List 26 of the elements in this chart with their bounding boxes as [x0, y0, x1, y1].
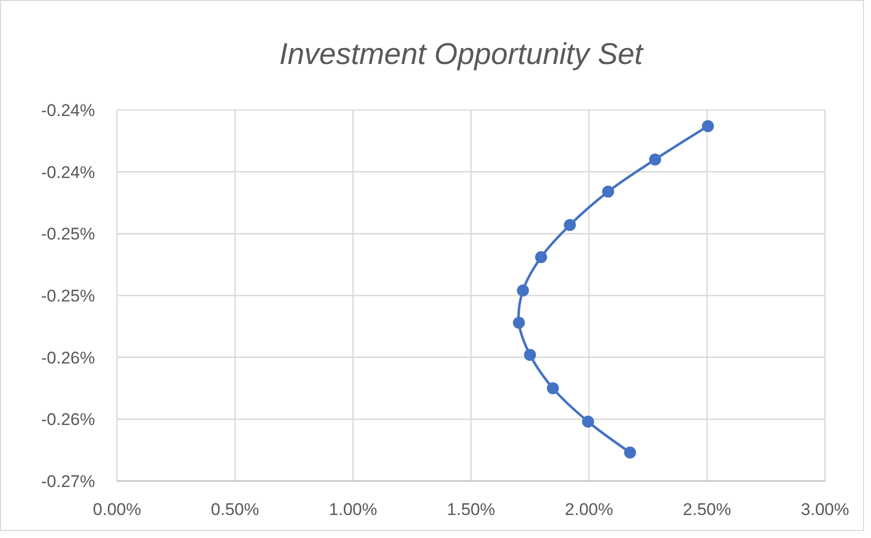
point: [512, 316, 525, 329]
y-tick-label: -0.24%: [41, 162, 95, 182]
point: [649, 153, 662, 166]
y-tick-label: -0.24%: [41, 101, 95, 120]
point: [524, 348, 536, 361]
point: [624, 446, 636, 459]
y-tick-label: -0.25%: [41, 224, 95, 244]
chart-title: Investment Opportunity Set: [279, 38, 644, 71]
y-tick-label: -0.25%: [41, 286, 95, 306]
point: [535, 251, 548, 264]
point: [516, 284, 529, 297]
x-tick-label: 1.50%: [446, 500, 496, 519]
point: [602, 186, 614, 198]
y-tick-label: -0.27%: [41, 472, 95, 491]
point: [546, 382, 559, 394]
x-tick-label: 1.00%: [328, 500, 378, 519]
point: [702, 120, 714, 132]
x-tick-label: 2.50%: [682, 500, 732, 519]
point: [582, 416, 594, 428]
x-tick-label: 3.00%: [800, 500, 850, 519]
y-tick-label: -0.26%: [41, 410, 95, 430]
x-tick-label: 0.00%: [92, 500, 142, 519]
y-tick-label: -0.26%: [41, 348, 95, 368]
point: [564, 219, 576, 232]
x-tick-label: 2.00%: [564, 500, 614, 519]
x-tick-label: 0.50%: [210, 500, 260, 519]
